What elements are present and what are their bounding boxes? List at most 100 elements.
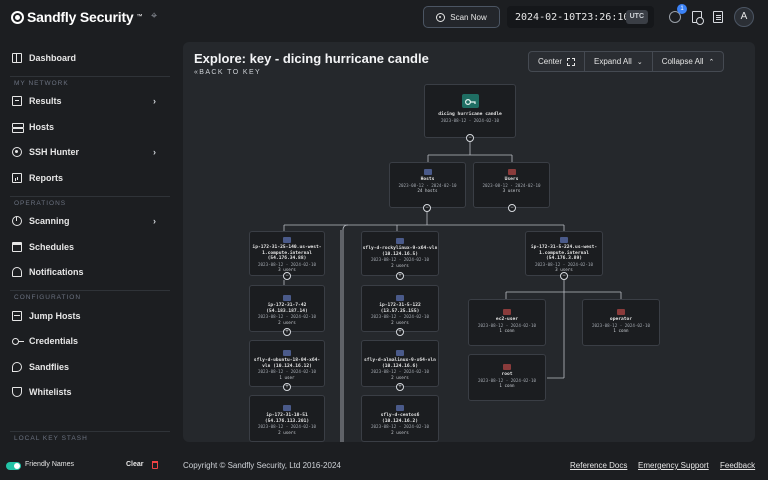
sidebar-item-label: Hosts [29, 122, 55, 132]
graph-node-host[interactable]: sfly-d-ubuntu-18-04-x64-vln (10.124.16.1… [249, 340, 325, 387]
server-icon [283, 237, 291, 243]
sidebar-item-credentials[interactable]: Credentials [12, 332, 162, 350]
sidebar-item-label: SSH Hunter [29, 147, 80, 157]
graph-node-host[interactable]: ip-172-31-10-51 (54.176.113.201) 2023-08… [249, 395, 325, 442]
node-dates: 2023-08-12 - 2024-02-10 [592, 322, 650, 328]
node-dates: 2023-08-12 - 2024-02-10 [258, 369, 316, 375]
scan-now-label: Scan Now [450, 12, 487, 22]
center-button[interactable]: Center [529, 52, 586, 71]
sidebar-item-hosts[interactable]: Hosts [12, 118, 162, 136]
pin-sidebar-icon[interactable]: ⌖ [151, 10, 158, 22]
node-title: ip-172-31-10-51 (54.176.113.201) [264, 413, 310, 424]
graph-node-user[interactable]: root 2023-08-12 - 2024-02-10 1 conn [468, 354, 546, 401]
reference-docs-link[interactable]: Reference Docs [570, 461, 628, 470]
node-dates: 2023-08-12 - 2024-02-10 [258, 424, 316, 430]
friendly-names-toggle[interactable] [6, 462, 21, 470]
collapse-node-toggle[interactable]: − [423, 204, 431, 212]
server-icon [423, 169, 432, 175]
sidebar-item-dashboard[interactable]: Dashboard [12, 49, 162, 67]
graph-node-key[interactable]: dicing hurricane candle 2023-08-12 - 202… [424, 84, 516, 138]
feedback-link[interactable]: Feedback [720, 461, 756, 470]
sidebar-item-label: Scanning [29, 216, 70, 226]
collapse-node-toggle[interactable]: − [560, 272, 568, 280]
chevron-right-icon: › [153, 216, 156, 226]
expand-all-button[interactable]: Expand All ⌄ [585, 52, 653, 71]
sidebar-item-scanning[interactable]: Scanning › [12, 212, 162, 230]
collapse-node-toggle[interactable]: − [466, 134, 474, 142]
clear-button[interactable]: Clear [126, 461, 144, 468]
graph-node-host[interactable]: ip-172-31-7-42 (54.183.187.14) 2023-08-1… [249, 285, 325, 332]
node-dates: 2023-08-12 - 2024-02-10 [258, 261, 316, 267]
server-icon [396, 295, 404, 301]
graph-node-host[interactable]: ip-172-31-25-140.us-west-1.compute.inter… [249, 231, 325, 276]
graph-node-host[interactable]: ip-172-31-5-122 (13.57.25.155) 2023-08-1… [361, 285, 439, 332]
shield-icon [12, 387, 22, 397]
sidebar-item-label: Whitelists [29, 387, 72, 397]
reports-icon [12, 173, 22, 183]
graph-node-user[interactable]: ec2-user 2023-08-12 - 2024-02-10 1 conn [468, 299, 546, 346]
tasks-icon[interactable] [669, 11, 681, 23]
server-icon [396, 405, 404, 411]
node-title: sfly-d-almalinux-9-x64-vln (10.124.16.6) [364, 358, 436, 369]
brand-logo[interactable]: Sandfly Security ™ [11, 9, 143, 25]
node-title: ip-172-31-7-42 (54.183.187.14) [266, 303, 308, 314]
collapse-all-button[interactable]: Collapse All ⌃ [653, 52, 724, 71]
sidebar-item-results[interactable]: Results › [12, 92, 162, 110]
graph-node-users[interactable]: Users 2023-08-12 - 2024-02-10 3 users [473, 162, 550, 208]
section-configuration: CONFIGURATION [14, 294, 82, 301]
section-my-network: MY NETWORK [14, 80, 69, 87]
sidebar-item-sandflies[interactable]: Sandflies [12, 358, 162, 376]
explore-panel: Explore: key - dicing hurricane candle «… [183, 42, 755, 442]
sidebar-item-ssh-hunter[interactable]: SSH Hunter › [12, 143, 162, 161]
center-label: Center [538, 57, 563, 66]
node-dates: 2023-08-12 - 2024-02-10 [441, 117, 499, 123]
sidebar-item-whitelists[interactable]: Whitelists [12, 383, 162, 401]
expand-node-toggle[interactable]: + [396, 272, 404, 280]
sidebar-item-reports[interactable]: Reports [12, 169, 162, 187]
clipboard-list-icon[interactable] [713, 11, 723, 23]
node-title: Hosts [420, 177, 435, 182]
server-icon [396, 350, 404, 356]
sidebar-item-schedules[interactable]: Schedules [12, 238, 162, 256]
expand-node-toggle[interactable]: + [396, 383, 404, 391]
collapse-node-toggle[interactable]: − [508, 204, 516, 212]
docs-search-icon[interactable] [692, 11, 704, 25]
node-dates: 2023-08-12 - 2024-02-10 [371, 257, 429, 263]
graph-node-host[interactable]: sfly-d-centos6 (10.124.16.2) 2023-08-12 … [361, 395, 439, 442]
friendly-names-label: Friendly Names [25, 461, 75, 468]
expand-node-toggle[interactable]: + [283, 383, 291, 391]
sidebar-divider [10, 196, 170, 197]
sidebar-item-jump-hosts[interactable]: Jump Hosts [12, 307, 162, 325]
sidebar-item-label: Jump Hosts [29, 311, 81, 321]
node-title: ip-172-31-25-140.us-west-1.compute.inter… [252, 245, 322, 262]
copyright-text: Copyright © Sandfly Security, Ltd 2016-2… [183, 461, 341, 470]
sidebar: Dashboard MY NETWORK Results › Hosts SSH… [0, 34, 178, 454]
graph-node-host[interactable]: ip-172-31-5-224.us-west-1.compute.intern… [525, 231, 603, 276]
emergency-support-link[interactable]: Emergency Support [638, 461, 709, 470]
server-icon [283, 405, 291, 411]
scan-now-button[interactable]: Scan Now [423, 6, 500, 28]
sidebar-footer: Friendly Names Clear [0, 455, 178, 480]
graph-node-host[interactable]: sfly-d-almalinux-9-x64-vln (10.124.16.6)… [361, 340, 439, 387]
node-count: 3 users [502, 188, 521, 193]
node-dates: 2023-08-12 - 2024-02-10 [258, 314, 316, 320]
graph-node-host[interactable]: sfly-d-rockylinux-9-x64-vln (10.124.16.5… [361, 231, 439, 276]
server-icon [396, 238, 404, 244]
graph-controls: Center Expand All ⌄ Collapse All ⌃ [528, 51, 725, 72]
chevron-up-icon: ⌃ [708, 58, 715, 66]
sidebar-item-label: Sandflies [29, 362, 70, 372]
collapse-node-toggle[interactable]: − [283, 272, 291, 280]
trash-icon[interactable] [152, 461, 158, 469]
expand-node-toggle[interactable]: + [396, 328, 404, 336]
sidebar-item-notifications[interactable]: Notifications [12, 263, 162, 281]
graph-node-user[interactable]: operator 2023-08-12 - 2024-02-10 1 conn [582, 299, 660, 346]
graph-node-hosts[interactable]: Hosts 2023-08-12 - 2024-02-10 24 hosts [389, 162, 466, 208]
sidebar-item-label: Reports [29, 173, 64, 183]
node-title: ip-172-31-5-122 (13.57.25.155) [379, 303, 421, 314]
node-count: 1 conn [613, 328, 629, 333]
expand-node-toggle[interactable]: + [283, 328, 291, 336]
back-to-key-link[interactable]: «BACK TO KEY [194, 69, 262, 76]
user-avatar[interactable]: A [734, 7, 754, 27]
node-count: 2 users [278, 319, 296, 325]
